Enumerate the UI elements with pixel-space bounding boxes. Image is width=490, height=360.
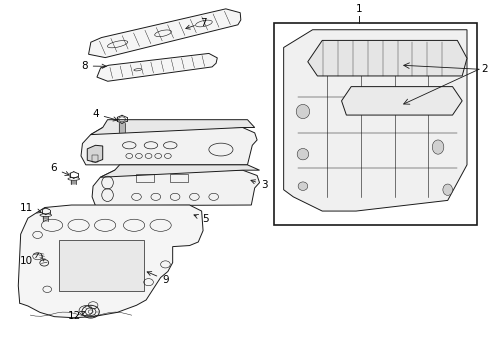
Bar — [59, 239, 144, 291]
Polygon shape — [284, 30, 467, 211]
Ellipse shape — [443, 184, 453, 195]
Text: 12: 12 — [68, 311, 85, 321]
Text: 5: 5 — [194, 214, 208, 224]
Text: 11: 11 — [20, 203, 41, 213]
Polygon shape — [342, 87, 462, 115]
Text: 8: 8 — [81, 61, 106, 71]
Text: 6: 6 — [50, 163, 70, 175]
Text: 3: 3 — [251, 180, 268, 190]
Text: 10: 10 — [20, 254, 38, 266]
Text: 7: 7 — [186, 18, 206, 29]
Ellipse shape — [298, 182, 308, 190]
Polygon shape — [18, 205, 203, 318]
Polygon shape — [81, 127, 257, 165]
Polygon shape — [91, 120, 255, 135]
Bar — [274, 23, 477, 225]
Polygon shape — [97, 53, 217, 81]
Text: 1: 1 — [356, 4, 363, 14]
Ellipse shape — [296, 104, 310, 119]
Polygon shape — [87, 145, 103, 162]
Polygon shape — [92, 170, 260, 206]
Text: 4: 4 — [92, 109, 118, 121]
Polygon shape — [308, 40, 467, 76]
Bar — [137, 174, 154, 182]
Text: 2: 2 — [482, 64, 488, 74]
Ellipse shape — [432, 140, 444, 154]
Bar — [170, 174, 188, 182]
Text: 9: 9 — [147, 271, 169, 285]
Polygon shape — [100, 165, 260, 177]
Polygon shape — [89, 9, 241, 58]
Bar — [92, 154, 98, 162]
Ellipse shape — [297, 148, 309, 160]
